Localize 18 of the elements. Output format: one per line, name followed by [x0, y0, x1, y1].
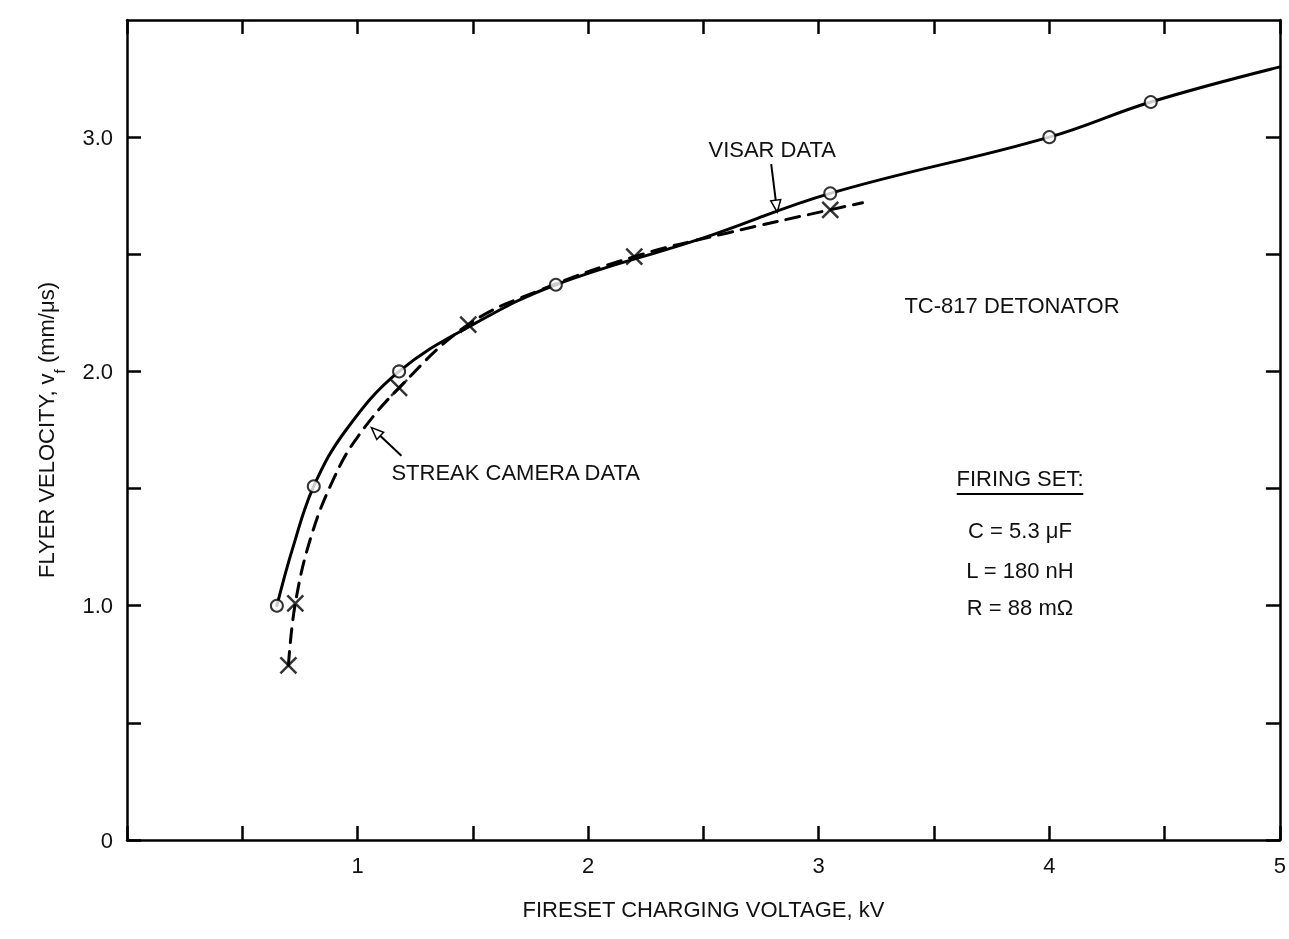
x-tick-label: 2	[582, 852, 595, 878]
annotation: L = 180 nH	[966, 557, 1074, 583]
x-tick-label: 3	[812, 852, 825, 878]
x-tick-label: 4	[1043, 852, 1056, 878]
annotation: C = 5.3 μF	[968, 517, 1072, 543]
y-axis-title: FLYER VELOCITY, vf (mm/μs)	[33, 282, 68, 578]
y-tick-label: 1.0	[82, 593, 113, 619]
y-tick-label: 2.0	[82, 358, 113, 384]
annotation: STREAK CAMERA DATA	[391, 460, 641, 486]
x-axis-title: FIRESET CHARGING VOLTAGE, kV	[522, 896, 885, 922]
annotation: VISAR DATA	[708, 136, 837, 162]
x-tick-label: 5	[1273, 852, 1287, 878]
annotation: R = 88 mΩ	[966, 594, 1074, 620]
y-tick-label: 3.0	[82, 124, 113, 150]
annotation: TC-817 DETONATOR	[904, 292, 1120, 318]
annotation: FIRING SET:	[956, 465, 1084, 491]
y-tick-label: 0	[100, 827, 113, 853]
x-tick-label: 1	[351, 852, 364, 878]
